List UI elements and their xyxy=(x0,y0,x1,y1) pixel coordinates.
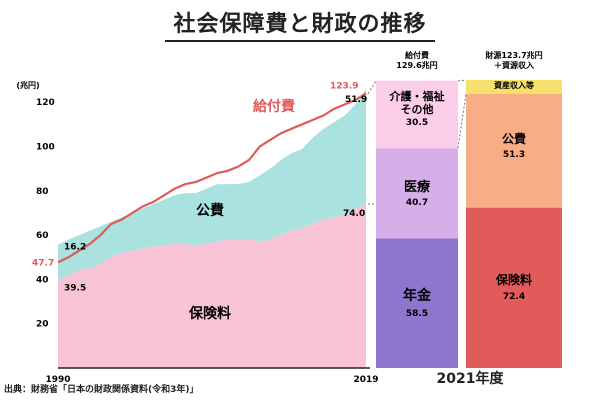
kyufu-line xyxy=(57,92,367,264)
kyufu-bar-header: 給付費 129.6兆円 xyxy=(396,50,437,70)
y-tick-label: 120 xyxy=(36,98,55,108)
connector-line xyxy=(457,93,467,149)
segment-label: 資産収入等 xyxy=(494,80,534,90)
kyufu-bar-segment-0 xyxy=(376,238,458,368)
segment-value: 58.5 xyxy=(406,309,428,319)
source-note: 出典：財務省「日本の財政関係資料(令和3年)」 xyxy=(4,385,199,395)
x-tick-label: 1990 xyxy=(45,375,70,385)
data-label-kohi-end: 51.9 xyxy=(345,95,367,105)
zaigen-bar-segment-0 xyxy=(466,207,562,368)
zaigen-bar-header: 財源123.7兆円＋資源収入 xyxy=(484,50,542,70)
segment-label: 公費 xyxy=(502,131,526,146)
segment-value: 51.3 xyxy=(503,150,525,160)
kyufu-bar-segment-1 xyxy=(376,148,458,239)
segment-value: 72.4 xyxy=(503,292,525,302)
y-tick-label: 40 xyxy=(36,275,49,285)
y-tick-label: 20 xyxy=(36,320,49,330)
segment-label: 年金 xyxy=(403,287,432,304)
area-label-hoken: 保険料 xyxy=(188,305,231,322)
chart-title: 社会保障費と財政の推移 xyxy=(0,6,600,42)
connector-line xyxy=(367,80,377,94)
data-label-hoken-start: 39.5 xyxy=(64,283,86,293)
series-label-kyufu: 給付費 xyxy=(253,98,295,115)
y-tick-label: 60 xyxy=(36,231,49,241)
y-unit-label: (兆円) xyxy=(16,80,39,90)
data-label-kohi-start: 16.2 xyxy=(64,243,86,253)
segment-label: 介護・福祉その他 xyxy=(389,89,445,116)
fiscal-year-label: 2021年度 xyxy=(436,371,504,387)
segment-value: 30.5 xyxy=(406,118,428,128)
area-label-kohi: 公費 xyxy=(196,202,224,219)
kyufu-bar-segment-2 xyxy=(376,80,458,149)
data-label-hoken-end: 74.0 xyxy=(343,209,365,219)
data-label-kyufu-end: 123.9 xyxy=(330,82,358,92)
zaigen-bar-segment-1 xyxy=(466,94,562,208)
y-tick-label: 80 xyxy=(36,187,49,197)
segment-value: 40.7 xyxy=(406,198,428,208)
data-label-kyufu-start: 47.7 xyxy=(32,258,54,268)
segment-label: 医療 xyxy=(404,179,431,195)
hoken-area xyxy=(58,204,366,368)
kohi-area xyxy=(58,89,366,281)
connector-line xyxy=(457,79,467,82)
y-tick-label: 100 xyxy=(36,142,55,152)
x-tick-label: 2019 xyxy=(353,375,378,385)
zaigen-bar-segment-2 xyxy=(466,80,562,94)
segment-label: 保険料 xyxy=(495,272,532,287)
